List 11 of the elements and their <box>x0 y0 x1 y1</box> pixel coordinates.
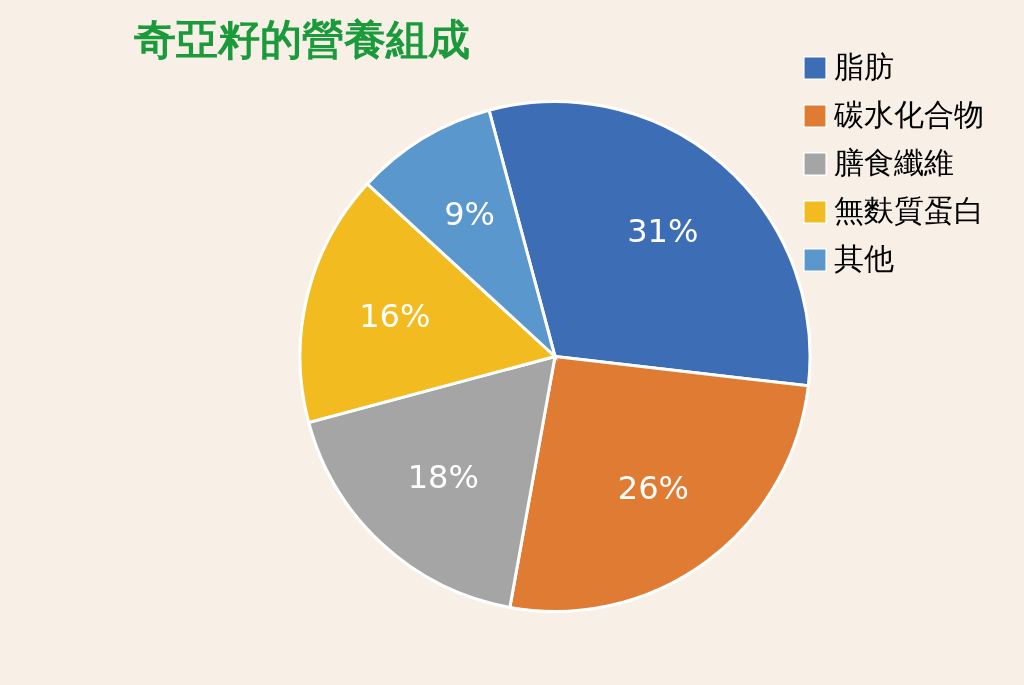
legend-label: 膳食纖維 <box>834 145 954 180</box>
legend-label: 無麩質蛋白 <box>834 193 984 228</box>
legend-label: 其他 <box>834 241 894 276</box>
legend-label: 脂肪 <box>834 49 894 84</box>
legend-label: 碳水化合物 <box>833 97 984 132</box>
data-label: 26% <box>617 468 689 507</box>
data-label: 31% <box>627 211 699 250</box>
data-label: 18% <box>407 457 479 496</box>
data-label: 9% <box>444 195 495 234</box>
data-label: 16% <box>359 297 431 336</box>
chart-title: 奇亞籽的營養組成 <box>133 15 470 64</box>
